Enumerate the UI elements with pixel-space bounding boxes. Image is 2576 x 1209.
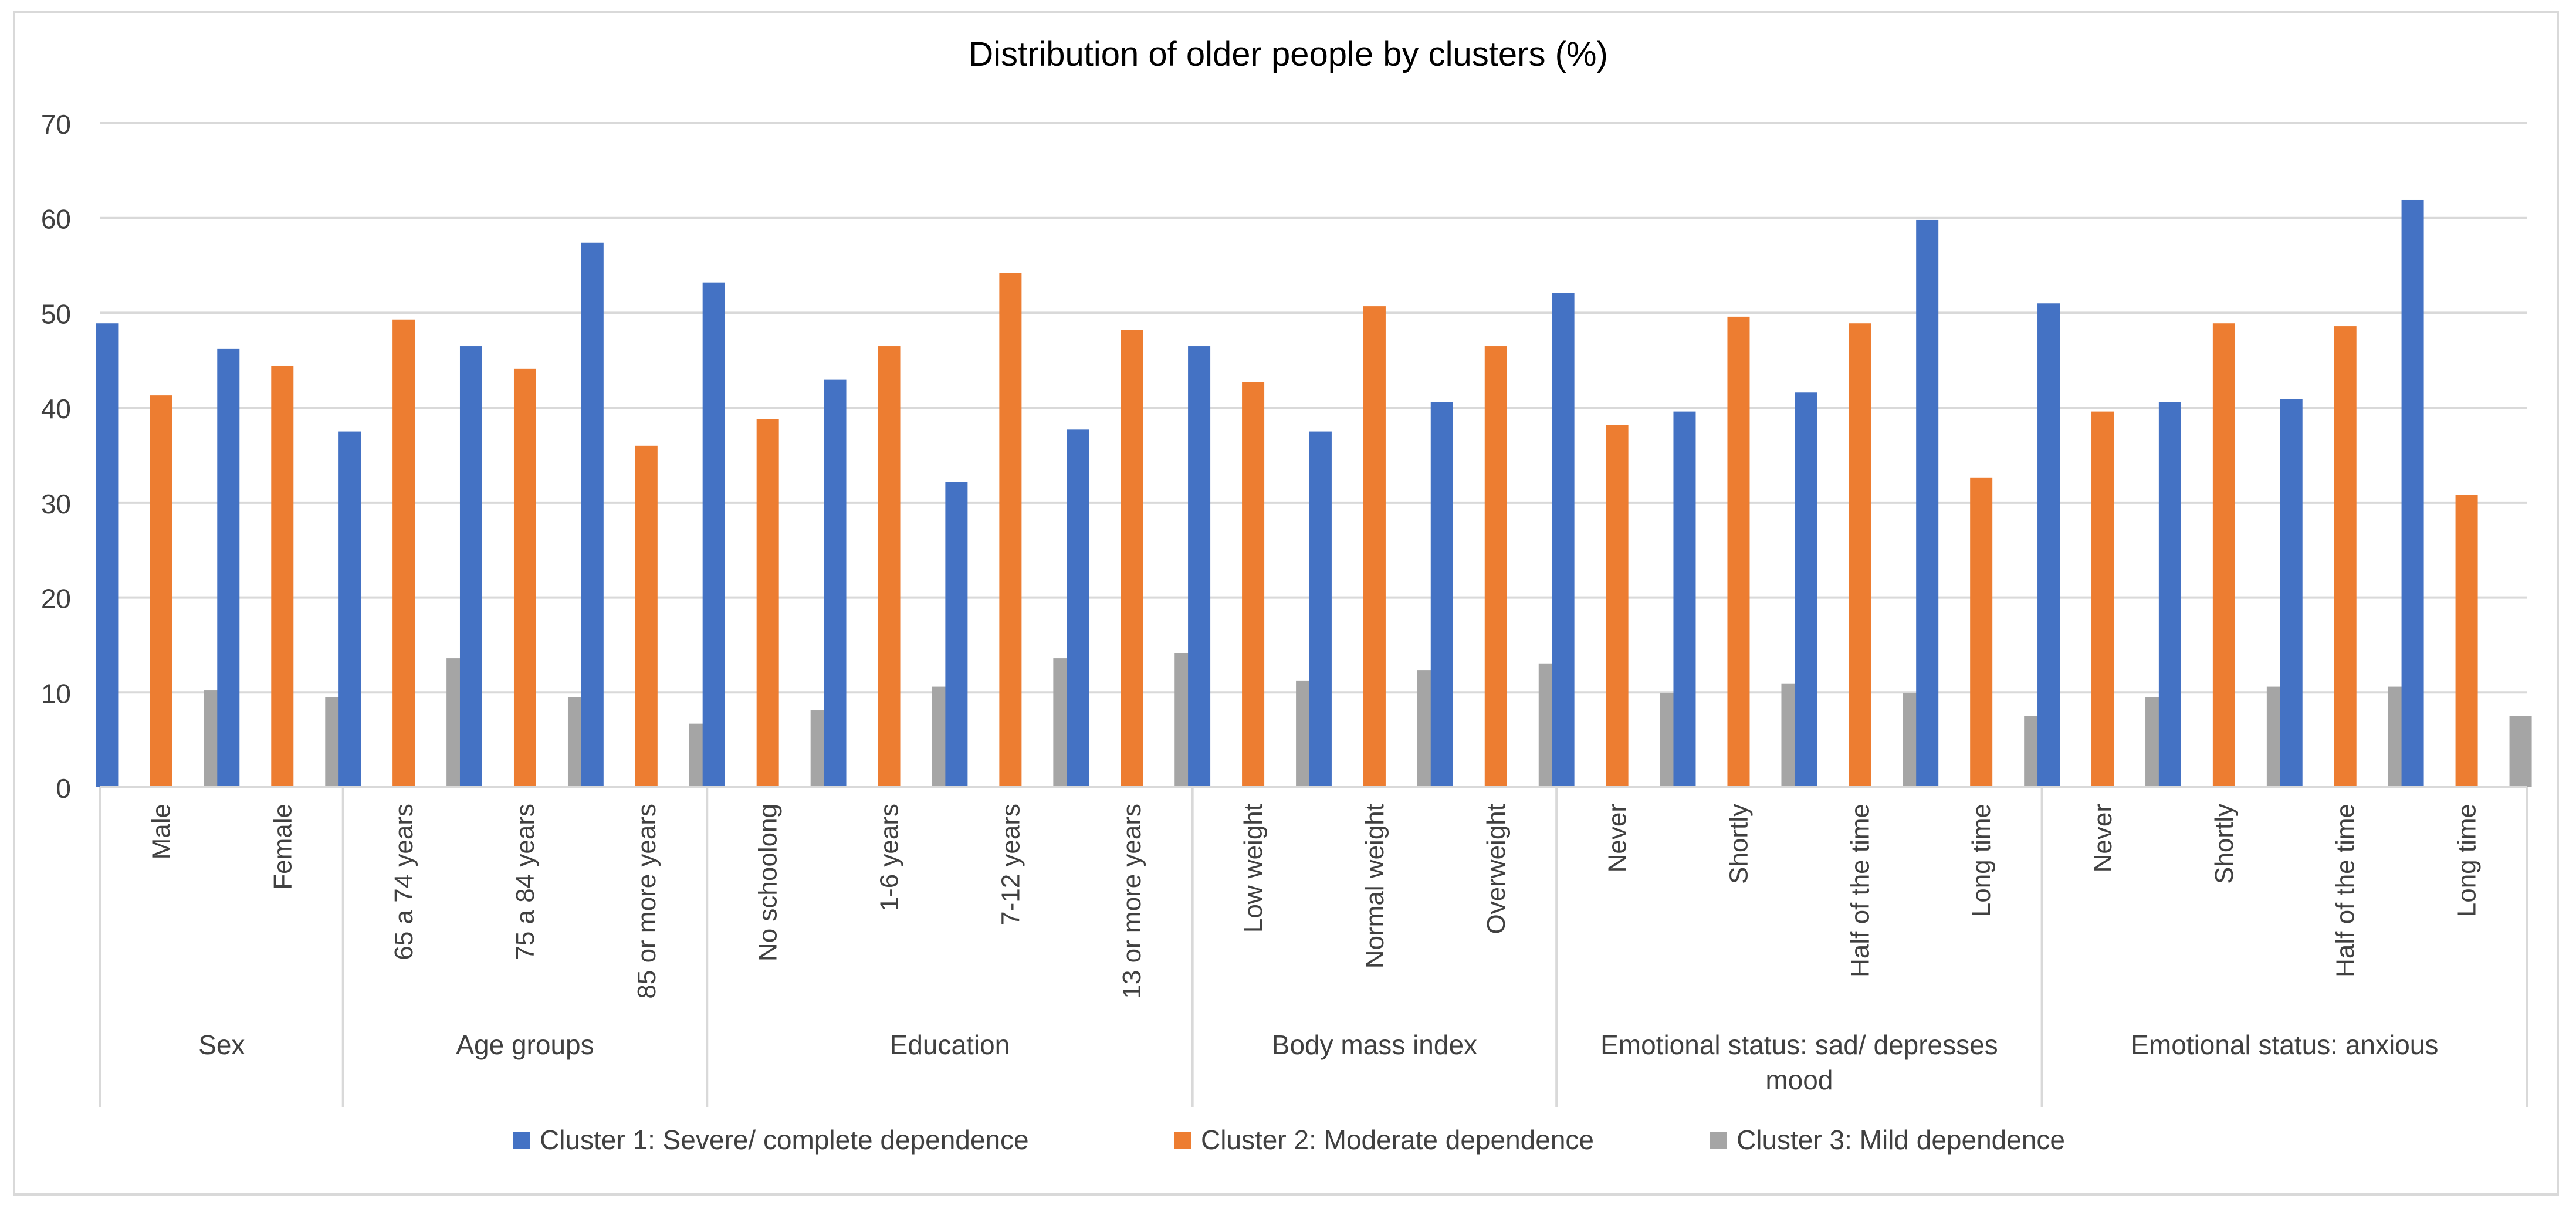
- bar-series-2: [1484, 346, 1507, 787]
- chart-svg: 0 10 20 30 40 50 60 70 Male Female 65 a 74 years 75…: [41, 35, 2532, 1155]
- bar-series-1: [2158, 402, 2181, 787]
- bar-series-1: [1309, 431, 1332, 787]
- bar-series-3: [2509, 716, 2532, 787]
- y-tick-label: 50: [41, 299, 71, 329]
- x-tick-label: Male: [147, 804, 175, 859]
- bar-series-1: [1673, 411, 1696, 787]
- bar-series-2: [150, 395, 172, 787]
- bar-series-2: [2455, 495, 2478, 787]
- group-label: Emotional status: anxious: [2131, 1029, 2438, 1060]
- bar-series-1: [824, 379, 847, 787]
- x-tick-label: 1-6 years: [875, 804, 904, 911]
- chart-area: 0 10 20 30 40 50 60 70 Male Female 65 a 74 years 75…: [13, 11, 2559, 1196]
- x-tick-label: Shortly: [2210, 804, 2239, 884]
- bar-series-2: [1849, 323, 1871, 787]
- bar-series-1: [1795, 392, 1817, 787]
- x-tick-label: No schoolong: [754, 804, 783, 961]
- x-tick-label: 7-12 years: [996, 804, 1025, 926]
- legend-label-2: Cluster 2: Moderate dependence: [1201, 1125, 1594, 1155]
- y-tick-label: 0: [56, 773, 71, 804]
- group-label: Sex: [198, 1029, 245, 1060]
- x-tick-label: 85 or more years: [632, 804, 661, 999]
- x-tick-label: Low weight: [1239, 804, 1268, 933]
- bar-series-2: [1727, 316, 1750, 787]
- x-tick-label: Shortly: [1724, 804, 1753, 884]
- bar-series-1: [1188, 346, 1211, 787]
- legend: Cluster 1: Severe/ complete dependence Cl…: [513, 1125, 2065, 1155]
- bar-series-1: [459, 346, 482, 787]
- axes: 0 10 20 30 40 50 60 70 Male Female 65 a 74 years 75…: [41, 109, 2528, 1107]
- bar-series-2: [2334, 326, 2357, 787]
- group-label: Education: [890, 1029, 1010, 1060]
- x-tick-label: 65 a 74 years: [390, 804, 418, 960]
- x-tick-label: 13 or more years: [1118, 804, 1146, 999]
- bar-series-2: [1242, 382, 1265, 787]
- bar-series-1: [1067, 429, 1089, 787]
- x-tick-label: Female: [268, 804, 297, 890]
- bar-series-2: [2212, 323, 2235, 787]
- bar-series-2: [1121, 330, 1143, 787]
- chart-title: Distribution of older people by clusters…: [969, 35, 1608, 73]
- x-tick-label: 75 a 84 years: [511, 804, 540, 960]
- bar-series-1: [945, 482, 968, 787]
- bar-series-1: [1916, 219, 1939, 787]
- bar-series-1: [217, 348, 240, 787]
- x-tick-label: Never: [1603, 804, 1632, 872]
- bar-series-1: [2280, 399, 2303, 787]
- y-tick-label: 40: [41, 394, 71, 424]
- bar-series-2: [1970, 477, 1993, 787]
- legend-swatch-2: [1174, 1132, 1191, 1149]
- bar-series-2: [392, 319, 415, 787]
- bars: [96, 199, 2532, 788]
- bar-series-1: [338, 431, 361, 787]
- bar-series-2: [513, 368, 536, 787]
- y-tick-label: 10: [41, 678, 71, 709]
- x-tick-label: Long time: [1967, 804, 1996, 917]
- bar-series-1: [1552, 293, 1575, 787]
- bar-series-2: [999, 273, 1022, 788]
- x-tick-label: Long time: [2453, 804, 2482, 917]
- bar-series-2: [1606, 425, 1629, 787]
- group-label: Age groups: [456, 1029, 594, 1060]
- x-tick-label: Never: [2088, 804, 2117, 872]
- y-tick-label: 20: [41, 584, 71, 614]
- bar-series-2: [2091, 411, 2114, 787]
- y-tick-label: 70: [41, 109, 71, 140]
- bar-series-1: [96, 323, 119, 787]
- group-label: Emotional status: sad/ depresses mood: [1600, 1029, 1998, 1095]
- bar-series-1: [581, 242, 604, 787]
- y-tick-label: 60: [41, 204, 71, 235]
- bar-series-2: [878, 346, 901, 787]
- legend-swatch-1: [513, 1132, 530, 1149]
- bar-series-1: [1430, 402, 1453, 787]
- group-label: Body mass index: [1272, 1029, 1477, 1060]
- bar-series-1: [702, 282, 725, 787]
- bar-series-2: [1363, 306, 1386, 787]
- bar-series-2: [756, 419, 779, 787]
- bar-series-2: [635, 445, 658, 787]
- legend-swatch-3: [1710, 1132, 1727, 1149]
- y-tick-label: 30: [41, 489, 71, 519]
- bar-series-2: [271, 365, 294, 787]
- legend-label-1: Cluster 1: Severe/ complete dependence: [540, 1125, 1029, 1155]
- x-tick-label: Normal weight: [1360, 804, 1389, 968]
- x-tick-label: Overweight: [1482, 804, 1511, 934]
- bar-series-1: [2037, 303, 2060, 787]
- x-tick-label: Half of the time: [2331, 804, 2360, 977]
- x-tick-label: Half of the time: [1846, 804, 1874, 977]
- legend-label-3: Cluster 3: Mild dependence: [1736, 1125, 2065, 1155]
- bar-series-1: [2401, 199, 2424, 787]
